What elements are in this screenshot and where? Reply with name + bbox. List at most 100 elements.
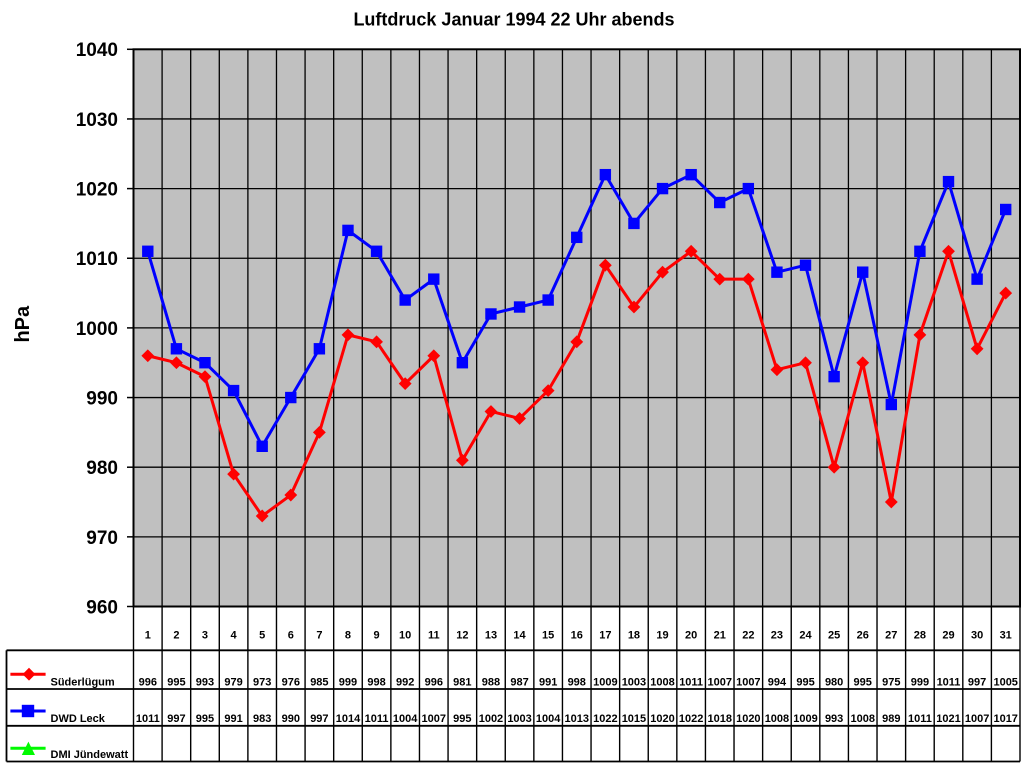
- svg-text:988: 988: [482, 677, 500, 689]
- svg-text:1002: 1002: [479, 713, 503, 725]
- svg-text:991: 991: [539, 677, 557, 689]
- svg-text:1005: 1005: [993, 677, 1017, 689]
- svg-text:1007: 1007: [965, 713, 989, 725]
- svg-text:11: 11: [428, 630, 440, 642]
- svg-text:7: 7: [316, 630, 322, 642]
- svg-text:989: 989: [882, 713, 900, 725]
- svg-text:13: 13: [485, 630, 497, 642]
- svg-text:1021: 1021: [936, 713, 960, 725]
- svg-text:15: 15: [542, 630, 554, 642]
- svg-text:Luftdruck Januar 1994 22 Uhr a: Luftdruck Januar 1994 22 Uhr abends: [353, 10, 674, 30]
- svg-text:979: 979: [224, 677, 242, 689]
- svg-text:1017: 1017: [993, 713, 1017, 725]
- svg-text:hPa: hPa: [12, 305, 34, 343]
- svg-text:993: 993: [196, 677, 214, 689]
- svg-text:998: 998: [568, 677, 586, 689]
- svg-text:1018: 1018: [707, 713, 731, 725]
- svg-text:Süderlügum: Süderlügum: [51, 677, 115, 689]
- svg-text:6: 6: [288, 630, 294, 642]
- svg-text:1020: 1020: [650, 713, 674, 725]
- svg-text:973: 973: [253, 677, 271, 689]
- svg-text:27: 27: [885, 630, 897, 642]
- svg-text:1007: 1007: [422, 713, 446, 725]
- svg-text:1020: 1020: [76, 180, 118, 201]
- svg-text:1040: 1040: [76, 40, 118, 61]
- svg-text:993: 993: [825, 713, 843, 725]
- svg-text:31: 31: [1000, 630, 1012, 642]
- svg-text:10: 10: [399, 630, 411, 642]
- svg-text:999: 999: [911, 677, 929, 689]
- svg-text:9: 9: [374, 630, 380, 642]
- svg-text:29: 29: [942, 630, 954, 642]
- svg-text:8: 8: [345, 630, 351, 642]
- svg-text:16: 16: [571, 630, 583, 642]
- svg-text:980: 980: [825, 677, 843, 689]
- svg-text:995: 995: [453, 713, 471, 725]
- svg-text:996: 996: [139, 677, 157, 689]
- svg-text:DWD Leck: DWD Leck: [51, 713, 106, 725]
- svg-text:975: 975: [882, 677, 900, 689]
- svg-text:999: 999: [339, 677, 357, 689]
- svg-text:1011: 1011: [679, 677, 703, 689]
- svg-text:1009: 1009: [593, 677, 617, 689]
- svg-text:12: 12: [456, 630, 468, 642]
- svg-text:1020: 1020: [736, 713, 760, 725]
- svg-text:DMI Jündewatt: DMI Jündewatt: [51, 749, 129, 761]
- svg-text:2: 2: [173, 630, 179, 642]
- svg-text:985: 985: [310, 677, 328, 689]
- svg-text:991: 991: [224, 713, 242, 725]
- svg-text:994: 994: [768, 677, 787, 689]
- svg-text:22: 22: [742, 630, 754, 642]
- svg-text:1007: 1007: [736, 677, 760, 689]
- svg-text:1003: 1003: [622, 677, 646, 689]
- svg-text:1030: 1030: [76, 110, 118, 131]
- svg-text:997: 997: [167, 713, 185, 725]
- svg-text:14: 14: [513, 630, 526, 642]
- svg-text:26: 26: [857, 630, 869, 642]
- svg-text:1013: 1013: [565, 713, 589, 725]
- svg-text:1000: 1000: [76, 319, 118, 340]
- svg-text:19: 19: [656, 630, 668, 642]
- svg-text:17: 17: [599, 630, 611, 642]
- svg-text:20: 20: [685, 630, 697, 642]
- svg-text:3: 3: [202, 630, 208, 642]
- svg-text:1011: 1011: [937, 677, 961, 689]
- svg-text:995: 995: [196, 713, 214, 725]
- svg-text:995: 995: [167, 677, 185, 689]
- svg-text:976: 976: [282, 677, 300, 689]
- svg-text:25: 25: [828, 630, 840, 642]
- svg-text:992: 992: [396, 677, 414, 689]
- svg-text:28: 28: [914, 630, 926, 642]
- svg-text:23: 23: [771, 630, 783, 642]
- svg-text:24: 24: [799, 630, 812, 642]
- svg-text:1010: 1010: [76, 249, 118, 270]
- svg-text:995: 995: [796, 677, 814, 689]
- svg-text:987: 987: [510, 677, 528, 689]
- svg-text:18: 18: [628, 630, 640, 642]
- svg-text:998: 998: [367, 677, 385, 689]
- svg-text:5: 5: [259, 630, 265, 642]
- svg-text:1009: 1009: [793, 713, 817, 725]
- svg-text:21: 21: [714, 630, 726, 642]
- svg-text:1003: 1003: [507, 713, 531, 725]
- svg-text:990: 990: [86, 388, 118, 409]
- svg-text:4: 4: [231, 630, 238, 642]
- svg-text:1008: 1008: [765, 713, 789, 725]
- svg-text:981: 981: [453, 677, 471, 689]
- svg-text:960: 960: [86, 597, 118, 618]
- svg-text:970: 970: [86, 528, 118, 549]
- svg-text:980: 980: [86, 458, 118, 479]
- svg-text:1007: 1007: [707, 677, 731, 689]
- svg-text:990: 990: [282, 713, 300, 725]
- svg-text:1: 1: [145, 630, 151, 642]
- svg-text:997: 997: [968, 677, 986, 689]
- svg-text:1022: 1022: [593, 713, 617, 725]
- svg-text:1004: 1004: [393, 713, 418, 725]
- svg-text:996: 996: [425, 677, 443, 689]
- svg-text:1015: 1015: [622, 713, 646, 725]
- svg-text:1022: 1022: [679, 713, 703, 725]
- svg-text:1004: 1004: [536, 713, 561, 725]
- svg-text:983: 983: [253, 713, 271, 725]
- svg-text:1008: 1008: [650, 677, 674, 689]
- svg-text:30: 30: [971, 630, 983, 642]
